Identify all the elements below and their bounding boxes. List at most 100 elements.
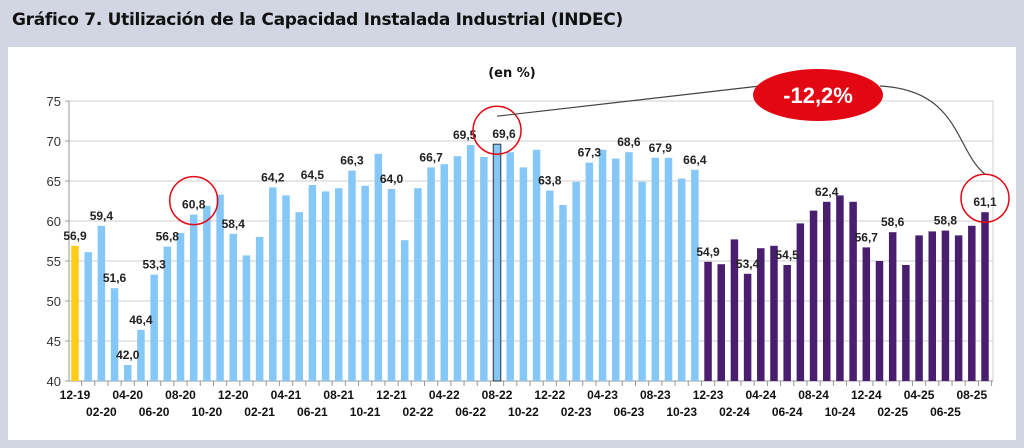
bar-06-22 (466, 145, 475, 381)
x-tick-label: 02-23 (561, 405, 592, 419)
data-label: 53,3 (142, 258, 166, 272)
y-tick-label: 40 (47, 374, 61, 389)
x-tick-label: 08-25 (956, 388, 987, 402)
x-tick-label: 06-22 (455, 405, 486, 419)
x-tick-label: 06-20 (139, 405, 170, 419)
bar-05-21 (295, 212, 303, 381)
bar-11-21 (374, 153, 383, 381)
bar-06-23 (625, 152, 633, 381)
x-tick-label: 04-24 (745, 388, 776, 402)
bar-02-25 (888, 232, 897, 381)
data-label: 60,8 (182, 198, 206, 212)
data-label: 56,8 (156, 230, 180, 244)
bar-10-23 (677, 178, 686, 381)
x-tick-label: 12-23 (693, 388, 724, 402)
chart-subtitle: (en %) (488, 66, 536, 81)
bar-12-20 (229, 233, 238, 381)
x-tick-label: 04-20 (112, 388, 143, 402)
bar-07-23 (638, 181, 646, 381)
connector-line (496, 85, 761, 117)
x-tick-label: 12-24 (851, 388, 882, 402)
bar-05-20 (137, 329, 145, 381)
bar-12-22 (546, 190, 554, 381)
bar-07-25 (954, 235, 963, 381)
bar-05-24 (770, 245, 778, 381)
connector-curve (879, 85, 986, 175)
data-label: 56,9 (63, 229, 87, 243)
bar-09-21 (348, 170, 356, 381)
y-tick-label: 50 (47, 294, 61, 309)
data-label: 67,9 (649, 141, 673, 155)
y-tick-label: 45 (47, 334, 61, 349)
data-label: 54,5 (775, 248, 799, 262)
bar-08-20 (176, 233, 185, 381)
bar-07-20 (163, 246, 172, 381)
data-label: 64,2 (261, 170, 285, 184)
bar-02-24 (730, 239, 739, 381)
data-label: 64,0 (380, 172, 404, 186)
bar-06-24 (783, 265, 791, 381)
y-tick-label: 55 (47, 254, 61, 269)
bar-06-21 (308, 185, 317, 381)
x-tick-label: 12-19 (60, 388, 91, 402)
x-tick-label: 12-21 (376, 388, 407, 402)
bar-12-21 (387, 189, 396, 381)
x-tick-label: 08-21 (323, 388, 354, 402)
data-label: 68,6 (617, 135, 641, 149)
data-label: 66,7 (419, 150, 443, 164)
highlight-circle (168, 175, 219, 226)
bar-06-20 (150, 274, 158, 381)
data-label: 69,6 (492, 127, 516, 141)
bar-05-22 (453, 156, 462, 381)
bar-12-23 (704, 261, 712, 381)
highlight-circle (472, 105, 522, 155)
bar-12-24 (862, 247, 871, 381)
bar-08-23 (651, 157, 660, 381)
bar-03-22 (427, 167, 435, 381)
bar-08-25 (968, 225, 976, 381)
x-tick-label: 02-25 (877, 405, 908, 419)
bar-10-20 (203, 205, 211, 381)
x-tick-label: 10-20 (192, 405, 223, 419)
data-label: 58,8 (934, 214, 958, 228)
x-tick-label: 06-25 (930, 405, 961, 419)
bar-09-23 (664, 157, 673, 381)
x-tick-label: 04-22 (429, 388, 460, 402)
bar-07-24 (796, 223, 805, 381)
bar-05-23 (611, 158, 620, 381)
bar-08-24 (809, 210, 818, 381)
bar-01-24 (717, 264, 725, 381)
x-tick-label: 08-23 (640, 388, 671, 402)
data-label: 42,0 (116, 348, 140, 362)
x-tick-label: 08-20 (165, 388, 196, 402)
data-label: 53,4 (736, 257, 760, 271)
y-tick-label: 60 (47, 214, 61, 229)
data-label: 54,9 (696, 245, 720, 259)
data-label: 58,4 (222, 217, 246, 231)
bar-08-22 (492, 143, 502, 382)
bar-03-25 (902, 265, 910, 381)
bar-02-22 (414, 188, 422, 381)
data-label: 56,7 (855, 230, 879, 244)
x-tick-label: 08-24 (798, 388, 829, 402)
data-label: 62,4 (815, 185, 839, 199)
bar-07-21 (321, 191, 330, 381)
bar-02-20 (97, 225, 106, 381)
y-tick-label: 65 (47, 174, 61, 189)
x-tick-label: 06-21 (297, 405, 328, 419)
data-label: 63,8 (538, 174, 562, 188)
bar-05-25 (928, 231, 936, 381)
bar-03-20 (110, 288, 119, 381)
bar-11-20 (216, 194, 224, 381)
x-tick-label: 08-22 (482, 388, 513, 402)
bar-06-25 (941, 230, 950, 381)
data-label: 58,6 (881, 215, 905, 229)
data-label: 51,6 (103, 271, 127, 285)
y-tick-label: 75 (47, 94, 61, 109)
data-label: 67,3 (578, 146, 602, 160)
data-label: 59,4 (90, 209, 114, 223)
x-tick-label: 02-20 (86, 405, 117, 419)
x-tick-label: 04-23 (587, 388, 618, 402)
x-tick-label: 04-21 (271, 388, 302, 402)
x-tick-label: 06-23 (614, 405, 645, 419)
